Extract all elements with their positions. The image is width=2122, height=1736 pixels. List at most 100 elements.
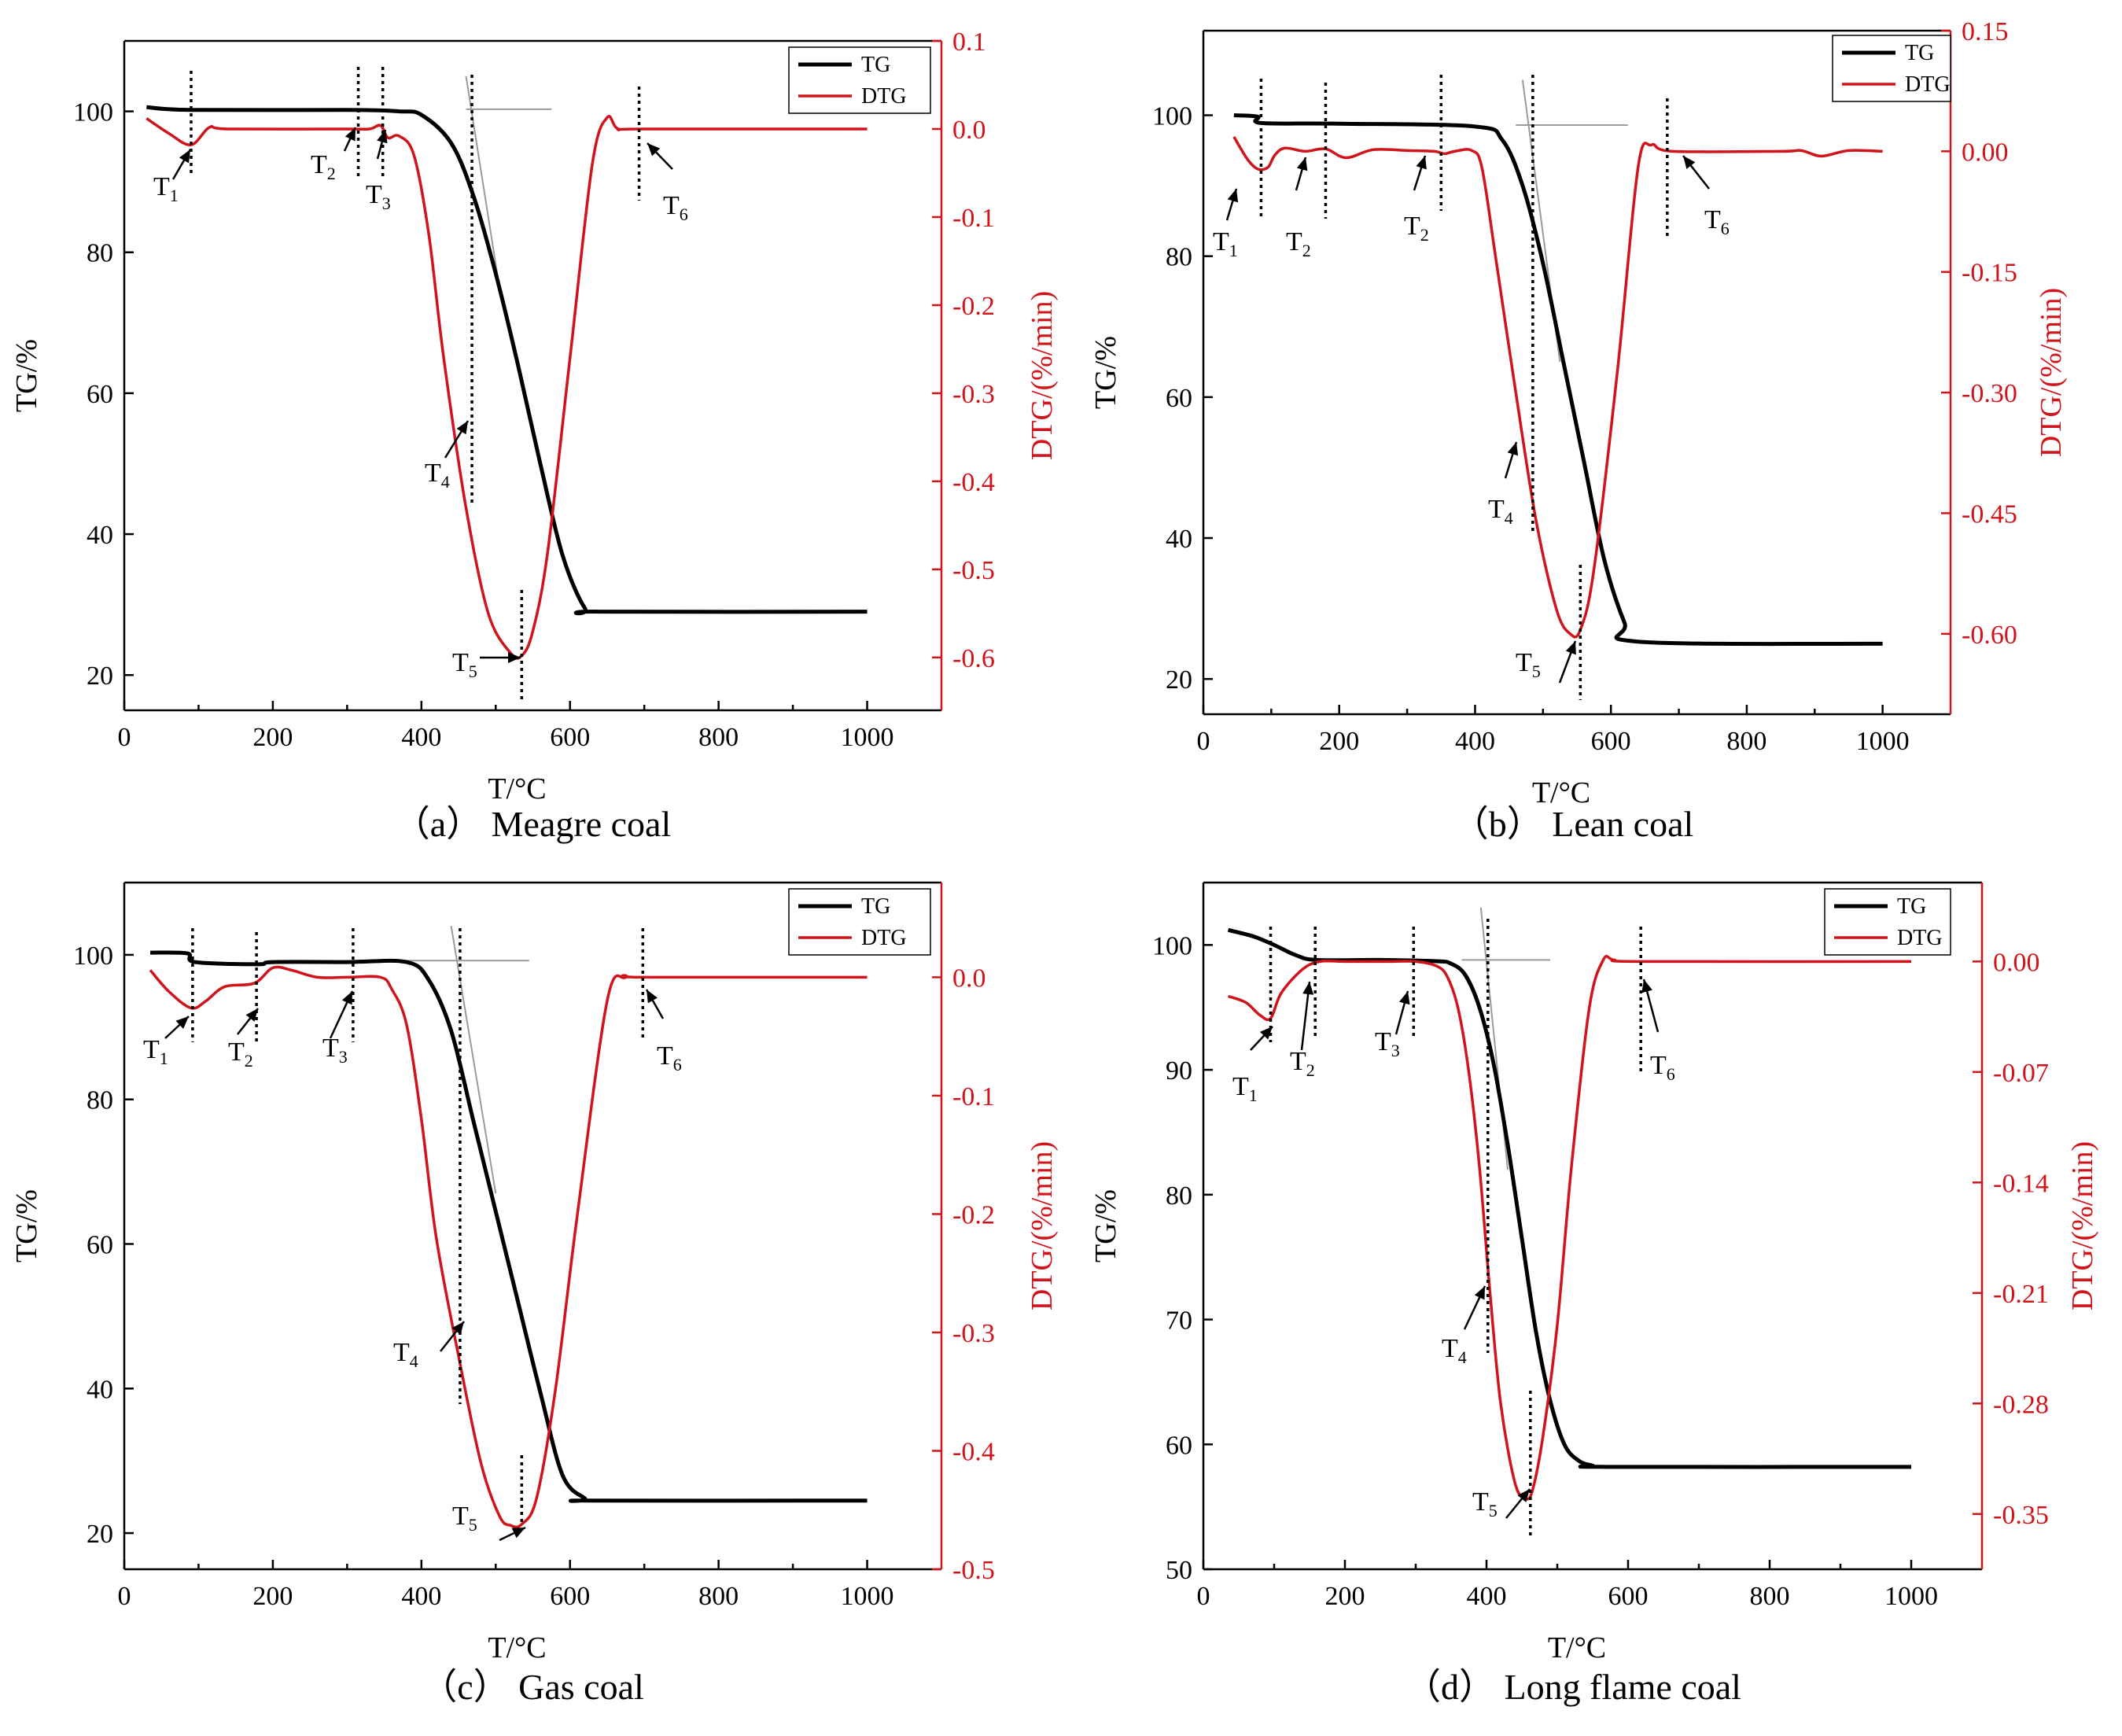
legend-dtg-label: DTG — [861, 926, 907, 950]
y-right-axis-title: DTG/(%/min) — [2035, 288, 2068, 457]
x-axis-title: T/°C — [1532, 776, 1590, 809]
dtg-series-line — [146, 115, 868, 660]
x-tick-label: 0 — [118, 723, 131, 752]
y-right-tick-label: -0.45 — [1962, 499, 2017, 529]
x-tick-label: 200 — [1319, 727, 1359, 756]
marker-label: T5 — [452, 1502, 477, 1535]
x-tick-label: 200 — [1325, 1582, 1365, 1611]
panel-caption: （b） Lean coal — [1453, 804, 1694, 844]
tangent-line — [450, 925, 497, 1194]
y-right-tick-label: -0.15 — [1962, 259, 2017, 288]
dtg-series-line — [1227, 954, 1912, 1501]
legend-box — [788, 888, 931, 956]
panel-caption: （c） Gas coal — [421, 1667, 644, 1707]
marker-label: T4 — [393, 1338, 418, 1371]
marker-label: T3 — [366, 180, 391, 213]
x-tick-label: 800 — [1750, 1582, 1790, 1611]
marker-arrowhead — [377, 130, 388, 144]
dtg-series-line — [1232, 136, 1883, 639]
x-tick-label: 400 — [401, 723, 441, 752]
marker-arrowhead — [179, 149, 190, 164]
x-tick-label: 400 — [1467, 1582, 1507, 1611]
marker-arrowhead — [344, 127, 356, 142]
marker-label: T5 — [1472, 1487, 1498, 1520]
x-tick-label: 600 — [1608, 1582, 1649, 1611]
y-left-tick-label: 90 — [1166, 1056, 1192, 1085]
marker-label: T2 — [311, 150, 336, 183]
x-tick-label: 0 — [1197, 727, 1210, 756]
y-right-tick-label: -0.1 — [952, 1082, 995, 1111]
y-right-tick-label: -0.5 — [952, 1556, 995, 1585]
y-right-tick-label: 0.0 — [952, 964, 986, 993]
y-right-tick-label: -0.07 — [1993, 1059, 2049, 1088]
y-right-tick-label: -0.5 — [952, 556, 995, 585]
y-left-tick-label: 100 — [1152, 102, 1192, 131]
panel-c: 0 200 400 600 800 1000 20 40 60 80 100 0.0 -0.1 -0.2 -… — [10, 881, 1059, 1707]
x-tick-label: 800 — [1726, 727, 1766, 756]
marker-arrowhead — [451, 1321, 464, 1335]
x-tick-label: 200 — [252, 1582, 293, 1611]
y-left-axis-title: TG/% — [1089, 336, 1122, 409]
marker-arrowhead — [1683, 156, 1696, 169]
marker-arrowhead — [1517, 1489, 1530, 1502]
y-left-tick-label: 60 — [87, 380, 113, 409]
y-left-tick-label: 70 — [1166, 1307, 1192, 1336]
marker-arrowhead — [456, 421, 468, 435]
y-left-axis-title: TG/% — [10, 1189, 43, 1262]
y-right-tick-label: -0.6 — [952, 644, 995, 673]
x-tick-label: 400 — [401, 1582, 441, 1611]
marker-arrowhead — [1302, 982, 1314, 995]
y-right-tick-label: -0.3 — [952, 1319, 995, 1348]
tg-series-line — [1233, 113, 1883, 647]
y-right-tick-label: 0.15 — [1962, 17, 2009, 46]
marker-label: T2 — [1290, 1047, 1315, 1080]
y-left-tick-label: 100 — [73, 942, 113, 971]
y-right-tick-label: -0.4 — [952, 468, 995, 497]
x-axis-title: T/°C — [488, 1631, 546, 1664]
y-left-tick-label: 40 — [87, 521, 113, 550]
y-right-tick-label: -0.35 — [1993, 1501, 2049, 1530]
x-tick-label: 1000 — [841, 723, 894, 752]
y-right-axis-title: DTG/(%/min) — [1026, 1141, 1059, 1310]
x-tick-label: 1000 — [841, 1582, 894, 1611]
y-left-tick-label: 60 — [1166, 384, 1192, 413]
y-right-tick-label: -0.2 — [952, 1200, 995, 1229]
marker-arrowhead — [341, 991, 352, 1005]
marker-label: T6 — [1704, 205, 1730, 238]
marker-arrowhead — [1565, 641, 1576, 655]
y-left-axis-title: TG/% — [10, 339, 43, 412]
x-tick-label: 200 — [252, 723, 293, 752]
marker-label: T5 — [452, 648, 477, 681]
marker-label: T5 — [1516, 648, 1541, 681]
legend-tg-label: TG — [1905, 41, 1934, 65]
y-right-tick-label: -0.2 — [952, 292, 995, 321]
dtg-series-line — [149, 965, 868, 1529]
x-axis-title: T/°C — [1548, 1631, 1606, 1664]
marker-label: T6 — [663, 191, 688, 224]
legend-box — [788, 46, 931, 114]
marker-label: T2 — [1404, 212, 1429, 245]
marker-label: T1 — [143, 1035, 168, 1068]
marker-arrowhead — [1259, 1026, 1273, 1040]
tg-series-line — [146, 105, 868, 616]
marker-label: T1 — [153, 172, 179, 205]
tg-series-line — [1227, 927, 1912, 1469]
y-left-tick-label: 20 — [87, 1520, 113, 1549]
marker-label: T3 — [1375, 1027, 1400, 1060]
x-tick-label: 400 — [1455, 727, 1495, 756]
panel-b: 0 200 400 600 800 1000 20 40 60 80 100 0.15 0.00 -0.1… — [1089, 17, 2068, 844]
y-right-tick-label: -0.60 — [1962, 621, 2017, 650]
y-right-tick-label: -0.30 — [1962, 379, 2017, 408]
legend-dtg-label: DTG — [1905, 72, 1951, 97]
x-tick-label: 1000 — [1884, 1582, 1938, 1611]
marker-label: T4 — [1488, 495, 1513, 528]
marker-label: T6 — [1650, 1051, 1675, 1084]
y-right-tick-label: -0.14 — [1993, 1169, 2049, 1198]
panel-caption: （a） Meagre coal — [394, 804, 672, 844]
y-right-tick-label: -0.21 — [1993, 1280, 2049, 1309]
marker-arrowhead — [175, 1016, 189, 1030]
y-right-tick-label: -0.4 — [952, 1437, 995, 1466]
legend-box — [1824, 888, 1951, 956]
marker-arrowhead — [1641, 979, 1652, 993]
y-left-tick-label: 80 — [87, 1086, 113, 1115]
